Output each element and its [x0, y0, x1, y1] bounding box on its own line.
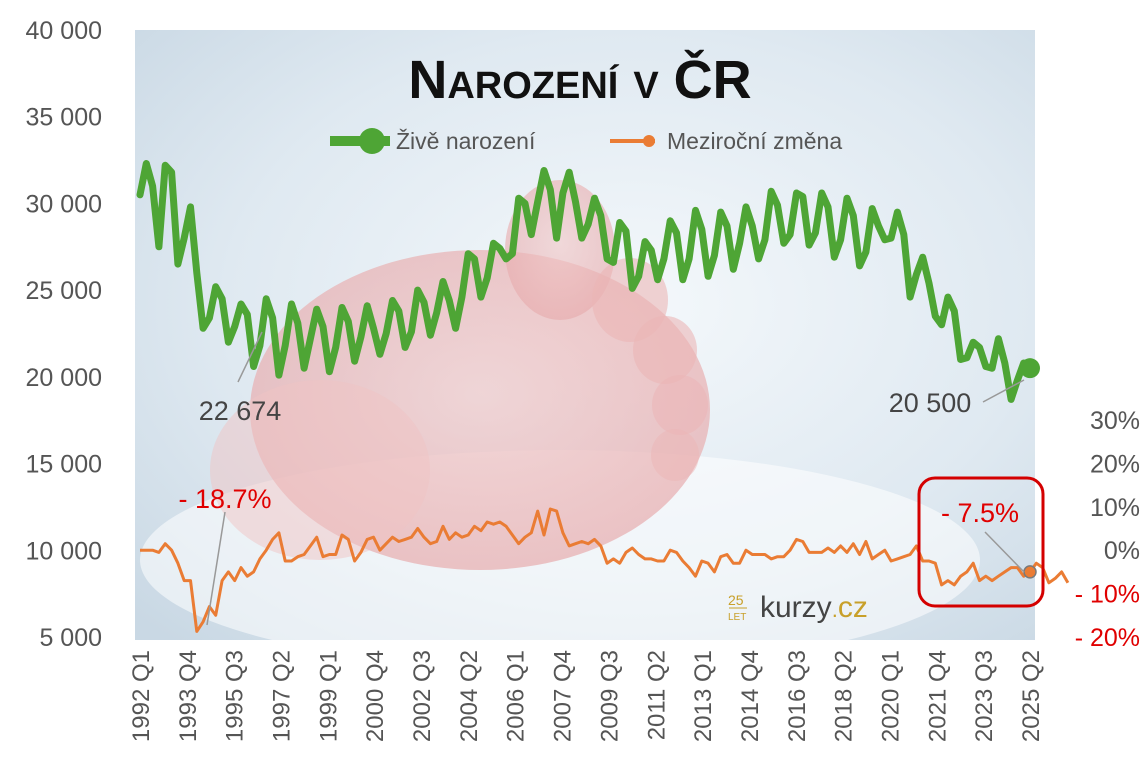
y-axis-right: 30% 20% 10% 0% - 10% - 20%: [1075, 407, 1140, 652]
x-tick-label: 1995 Q3: [222, 650, 249, 742]
y-axis-left: 5 000 10 000 15 000 20 000 25 000 30 000 35 00…: [26, 17, 102, 652]
y-left-tick-label: 5 000: [39, 624, 102, 652]
legend-change-label: Meziroční změna: [667, 128, 842, 154]
logo-brand: kurzy.cz: [760, 591, 868, 624]
series-line-change: [140, 507, 1070, 633]
x-tick-label: 2009 Q3: [596, 650, 623, 742]
logo-anniversary-sub: LET: [728, 612, 746, 623]
y-right-tick-label: - 20%: [1075, 624, 1140, 652]
x-tick-label: 2011 Q2: [643, 650, 670, 740]
y-left-tick-label: 25 000: [26, 277, 102, 305]
x-tick-label: 2007 Q4: [550, 650, 577, 742]
logo-anniversary-number: 25: [728, 592, 744, 608]
kurzy-logo: 25 LET kurzy.cz: [728, 591, 868, 624]
x-tick-label: 2014 Q4: [737, 650, 764, 742]
y-left-tick-label: 10 000: [26, 537, 102, 565]
legend: Živě narození Meziroční změna: [330, 128, 842, 154]
series-group: [136, 160, 1070, 633]
annotation-leader-20500: [982, 379, 1025, 403]
y-right-tick-label: 10%: [1090, 494, 1140, 522]
y-right-tick-label: 20%: [1090, 450, 1140, 478]
y-left-tick-label: 20 000: [26, 364, 102, 392]
x-tick-label: 2004 Q2: [456, 650, 483, 742]
x-tick-label: 2016 Q3: [784, 650, 811, 742]
x-tick-label: 2021 Q4: [924, 650, 951, 742]
background-photo: [135, 30, 1035, 670]
y-right-tick-label: 30%: [1090, 407, 1140, 435]
y-left-tick-label: 35 000: [26, 104, 102, 132]
x-tick-label: 2006 Q1: [503, 650, 530, 742]
x-tick-label: 1997 Q2: [269, 650, 296, 742]
chart-title: Narození v ČR: [408, 49, 751, 110]
y-left-tick-label: 40 000: [26, 17, 102, 45]
x-tick-label: 1993 Q4: [175, 650, 202, 742]
legend-change-marker: [643, 135, 655, 147]
x-tick-label: 2018 Q2: [831, 650, 858, 742]
y-right-tick-label: - 10%: [1075, 581, 1140, 609]
x-tick-label: 2025 Q2: [1018, 650, 1045, 742]
x-tick-label: 2020 Q1: [877, 650, 904, 742]
y-right-tick-label: 0%: [1104, 537, 1140, 565]
annotation-22674: 22 674: [199, 396, 282, 426]
x-tick-label: 2000 Q4: [362, 650, 389, 742]
y-left-tick-label: 15 000: [26, 451, 102, 479]
annotation-leader-18-7: [206, 511, 226, 626]
births-last-point: [1020, 358, 1040, 379]
y-left-tick-label: 30 000: [26, 190, 102, 218]
annotation-leader-7-5: [984, 531, 1025, 573]
legend-births-label: Živě narození: [396, 128, 536, 154]
legend-births-marker: [359, 128, 385, 154]
series-line-births: [136, 160, 1034, 403]
annotation-minus-7-5: - 7.5%: [941, 498, 1019, 528]
annotations: 22 674 20 500 - 18.7% - 7.5%: [178, 331, 1045, 626]
highlight-box: [917, 476, 1045, 608]
annotation-leader-22674: [237, 331, 263, 383]
annotation-minus-18-7: - 18.7%: [178, 484, 271, 514]
x-axis: 1992 Q1 1993 Q4 1995 Q3 1997 Q2 1999 Q1 2000 …: [128, 650, 1045, 742]
x-tick-label: 1992 Q1: [128, 650, 155, 742]
change-last-point: [1023, 565, 1037, 579]
x-tick-label: 1999 Q1: [315, 650, 342, 742]
x-tick-label: 2023 Q3: [971, 650, 998, 742]
x-tick-label: 2002 Q3: [409, 650, 436, 742]
x-tick-label: 2013 Q1: [690, 650, 717, 742]
annotation-20500: 20 500: [889, 388, 972, 418]
